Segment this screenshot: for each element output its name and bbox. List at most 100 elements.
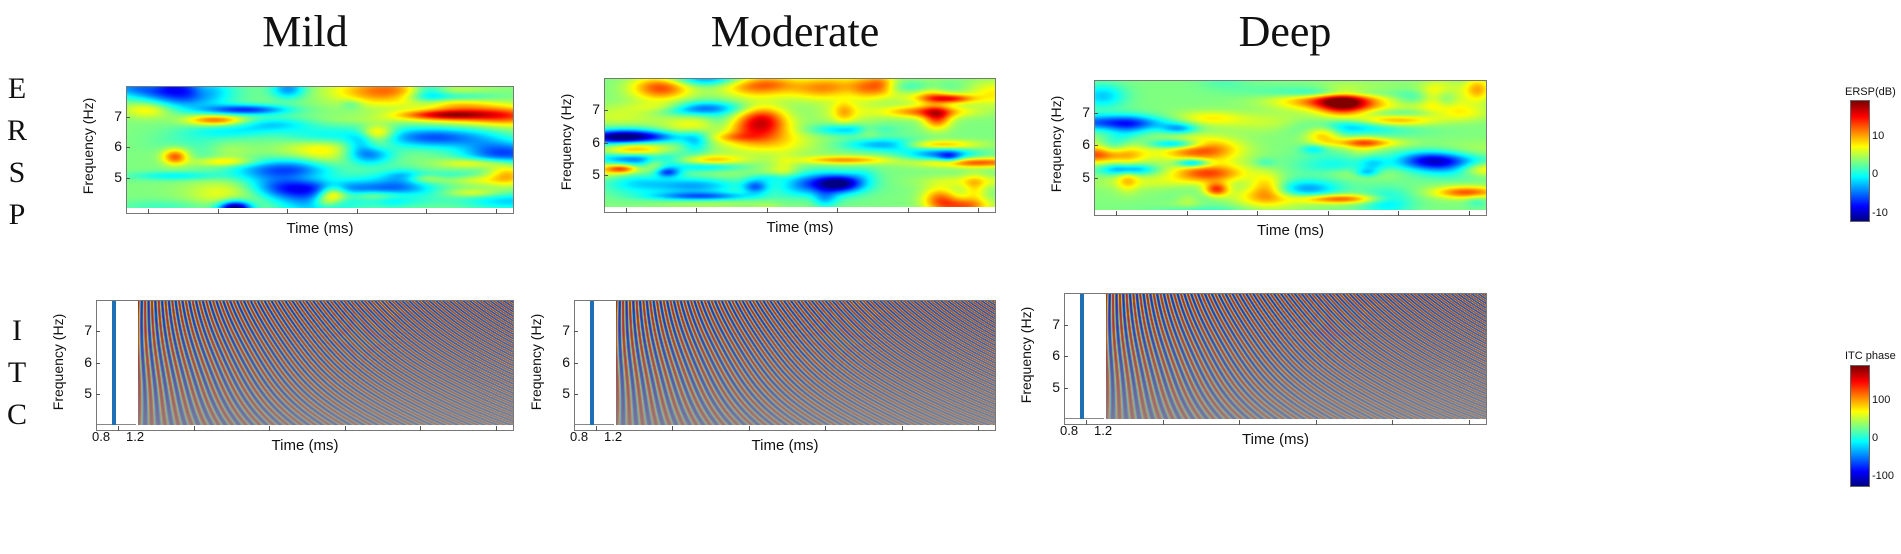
ersp-deep-ytick-mark: [1094, 177, 1098, 179]
itc-moderate-ytick-mark: [574, 362, 578, 364]
colorbar-itc: [1850, 365, 1870, 487]
ersp-deep-ytick-mark: [1094, 145, 1098, 146]
column-title-mild: Mild: [262, 7, 348, 56]
ersp-moderate-heatmap: [604, 78, 996, 207]
ersp-moderate-ytick-mark: [604, 142, 608, 144]
itc-mild-ytick-mark: [96, 393, 100, 395]
ersp-mild-xtick-mark: [148, 209, 149, 214]
ersp-deep-xtick-mark: [1469, 211, 1470, 216]
ersp-mild-xtick-mark: [426, 209, 428, 214]
itc-moderate-heatmap: [616, 300, 996, 425]
ersp-deep-xtick-mark: [1186, 211, 1188, 216]
ersp-moderate-xtick-mark: [978, 208, 979, 213]
ersp-moderate-ytick-mark: [604, 110, 608, 112]
itc-deep-xtick-label: 0.8: [1060, 423, 1079, 438]
itc-moderate-xtick-mark: [901, 426, 903, 431]
itc-deep-xtick-mark: [1392, 420, 1394, 425]
ersp-mild-ytick-mark: [126, 116, 130, 118]
ersp-moderate-xtick-mark: [837, 208, 839, 213]
itc-mild-xtick-mark: [344, 426, 346, 431]
ersp-deep-xtick-mark: [1327, 211, 1329, 216]
row-label-ersp: E R S P: [2, 68, 32, 236]
itc-deep-ylabel: Frequency (Hz): [1018, 306, 1034, 404]
ersp-moderate-xtick-mark: [626, 208, 627, 213]
ersp-moderate-xlabel: Time (ms): [766, 219, 834, 236]
colorbar-tick: -10: [1872, 207, 1888, 219]
ersp-deep-xlabel: Time (ms): [1257, 222, 1324, 239]
itc-deep-xtick-mark: [1162, 420, 1164, 425]
itc-moderate-ytick-mark: [574, 393, 578, 395]
ersp-mild-ytick-label: 7: [114, 107, 122, 124]
colorbar-ersp: [1850, 100, 1870, 222]
ersp-moderate-xtick-mark: [696, 208, 698, 213]
itc-mild-xtick-mark: [118, 426, 119, 431]
itc-deep-ytick-label: 7: [1052, 315, 1060, 332]
itc-moderate-xlabel: Time (ms): [751, 437, 819, 454]
ersp-deep-xtick-mark: [1116, 211, 1117, 216]
row-letter: I: [12, 314, 22, 347]
ersp-deep-ytick-label: 6: [1082, 136, 1090, 152]
ersp-moderate-ytick-label: 5: [592, 165, 600, 182]
itc-deep-xlabel: Time (ms): [1242, 431, 1309, 448]
ersp-deep-ytick-mark: [1094, 112, 1098, 114]
row-letter: T: [7, 356, 27, 389]
itc-mild-blank-region: [96, 300, 136, 425]
colorbar-tick: 0: [1872, 432, 1879, 444]
ersp-moderate-axes-frame: [604, 78, 996, 213]
ersp-deep-ytick-label: 5: [1082, 168, 1090, 185]
itc-mild-baseline-bar: [112, 300, 116, 425]
itc-mild-ytick-mark: [96, 331, 100, 333]
ersp-mild-xtick-mark: [217, 209, 219, 214]
itc-mild-xlabel: Time (ms): [271, 437, 339, 454]
itc-moderate-ytick-label: 5: [562, 384, 570, 401]
itc-deep-axes-frame: [1064, 293, 1487, 425]
ersp-moderate-ylabel: Frequency (Hz): [558, 93, 574, 190]
itc-moderate-xtick-mark: [825, 426, 827, 431]
itc-deep-ytick-label: 6: [1052, 347, 1060, 363]
colorbar-tick: 10: [1872, 130, 1885, 142]
itc-deep-xtick-mark: [1086, 420, 1087, 425]
itc-mild-xtick-mark: [420, 426, 422, 431]
row-label-itc: I T C: [2, 310, 32, 436]
itc-moderate-baseline-bar: [590, 300, 594, 425]
column-title-deep: Deep: [1238, 7, 1332, 56]
ersp-deep-xtick-mark: [1398, 211, 1400, 216]
itc-mild-ytick-mark: [96, 362, 100, 364]
colorbar-title-itc: ITC phase: [1845, 350, 1896, 362]
itc-moderate-xtick-mark: [748, 426, 750, 431]
ersp-moderate-ytick-label: 6: [592, 133, 600, 150]
ersp-mild-xtick-mark: [356, 209, 358, 214]
itc-deep-ytick-mark: [1064, 324, 1068, 326]
itc-mild-ylabel: Frequency (Hz): [50, 313, 66, 410]
ersp-moderate-ytick-label: 7: [592, 101, 600, 118]
itc-deep-heatmap: [1106, 293, 1487, 419]
itc-mild-xtick-mark: [269, 426, 271, 431]
itc-mild-xtick-label: 0.8: [92, 429, 111, 444]
itc-moderate-ytick-label: 7: [562, 322, 570, 339]
itc-deep-xtick-label: 1.2: [1094, 423, 1113, 438]
itc-moderate-ylabel: Frequency (Hz): [528, 313, 544, 410]
ersp-mild-xtick-mark: [496, 209, 497, 214]
ersp-mild-axes-frame: [126, 86, 514, 214]
itc-deep-ytick-label: 5: [1052, 378, 1060, 395]
ersp-deep-ytick-label: 7: [1082, 103, 1090, 120]
itc-moderate-blank-region: [574, 300, 614, 425]
row-letter: P: [8, 198, 26, 231]
itc-mild-xtick-mark: [496, 426, 497, 431]
itc-moderate-xtick-label: 0.8: [570, 429, 589, 444]
ersp-mild-ytick-label: 5: [114, 168, 122, 185]
ersp-mild-ytick-mark: [126, 147, 130, 148]
itc-moderate-xtick-mark: [978, 426, 979, 431]
ersp-mild-ytick-mark: [126, 177, 130, 179]
ersp-deep-axes-frame: [1094, 80, 1487, 216]
itc-moderate-axes-frame: [574, 300, 996, 431]
ersp-mild-xlabel: Time (ms): [286, 220, 354, 237]
itc-deep-xtick-mark: [1239, 420, 1241, 425]
colorbar-tick: 0: [1872, 168, 1879, 180]
itc-mild-ytick-label: 6: [84, 353, 92, 370]
ersp-mild-ytick-label: 6: [114, 138, 122, 154]
row-letter: E: [7, 72, 27, 105]
itc-deep-ytick-mark: [1064, 387, 1068, 389]
column-title-moderate: Moderate: [710, 7, 880, 56]
row-letter: C: [6, 398, 27, 431]
